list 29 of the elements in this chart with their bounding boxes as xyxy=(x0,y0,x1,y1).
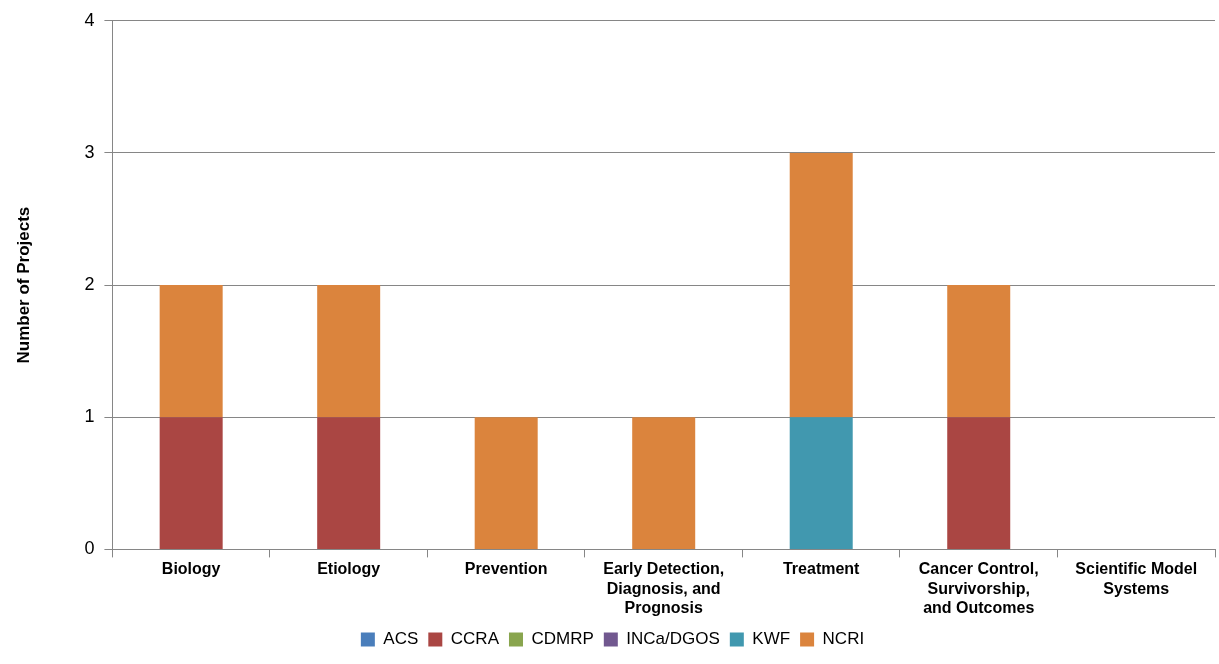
legend-label: NCRI xyxy=(822,629,865,649)
y-tick-label: 2 xyxy=(84,274,95,295)
legend-label: ACS xyxy=(383,629,419,649)
y-tick-label: 4 xyxy=(84,9,95,30)
y-tick-label: 0 xyxy=(84,538,95,559)
bar xyxy=(474,417,538,549)
bar xyxy=(789,152,853,418)
y-tick-label: 3 xyxy=(84,141,95,162)
bar xyxy=(789,417,853,549)
x-tick-label: Cancer Control, Survivorship, and Outcomes xyxy=(918,560,1039,616)
y-axis-title: Number of Projects xyxy=(13,206,33,364)
bar xyxy=(632,417,696,549)
legend-label: CDMRP xyxy=(531,629,594,649)
bar xyxy=(317,285,381,418)
x-tick-label: Biology xyxy=(161,560,221,578)
y-tick-label: 1 xyxy=(84,406,95,427)
bar xyxy=(317,417,381,549)
bar xyxy=(947,417,1011,549)
x-tick-label: Etiology xyxy=(317,560,381,578)
bar xyxy=(159,417,223,549)
bar xyxy=(159,285,223,418)
legend-label: INCa/DGOS xyxy=(626,629,720,649)
x-tick-label: Early Detection, Diagnosis, and Prognosis xyxy=(603,560,725,616)
x-tick-label: Scientific Model Systems xyxy=(1075,560,1198,597)
legend-label: KWF xyxy=(752,629,791,649)
bar xyxy=(947,285,1011,418)
legend-label: CCRA xyxy=(450,629,500,649)
x-tick-label: Treatment xyxy=(782,560,861,578)
x-tick-label: Prevention xyxy=(464,560,548,578)
